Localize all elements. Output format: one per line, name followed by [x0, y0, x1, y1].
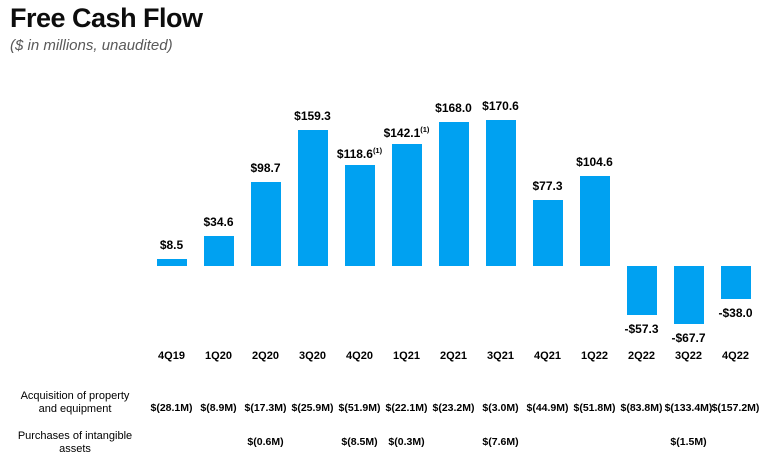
table-cell-4Q20: $(51.9M) [338, 402, 381, 414]
table-cell-1Q21: $(22.1M) [385, 402, 428, 414]
table-cell-1Q20: $(8.9M) [200, 402, 237, 414]
bar-1Q21 [391, 144, 422, 266]
bar-4Q22 [720, 266, 751, 299]
x-axis-label-4Q19: 4Q19 [158, 350, 185, 362]
bar-2Q20 [250, 182, 281, 266]
table-cell-1Q21: $(0.3M) [388, 436, 425, 448]
x-axis-label-1Q21: 1Q21 [393, 350, 420, 362]
bar-3Q20 [297, 130, 328, 266]
bar-1Q20 [203, 236, 234, 266]
table-cell-4Q22: $(157.2M) [711, 402, 760, 414]
bar-value-label: $142.1(1) [383, 125, 430, 140]
x-axis-label-4Q22: 4Q22 [722, 350, 749, 362]
x-axis-label-1Q20: 1Q20 [205, 350, 232, 362]
bar-value-label: -$57.3 [624, 322, 659, 336]
table-cell-3Q22: $(133.4M) [664, 402, 713, 414]
table-cell-2Q22: $(83.8M) [620, 402, 663, 414]
table-cell-3Q22: $(1.5M) [670, 436, 707, 448]
x-axis-label-1Q22: 1Q22 [581, 350, 608, 362]
page-subtitle: ($ in millions, unaudited) [10, 37, 173, 54]
table-cell-4Q21: $(44.9M) [526, 402, 569, 414]
page-title: Free Cash Flow [10, 3, 203, 33]
table-cell-2Q21: $(23.2M) [432, 402, 475, 414]
x-axis-label-4Q21: 4Q21 [534, 350, 561, 362]
bar-value-label: -$38.0 [718, 306, 753, 320]
bar-value-label: $98.7 [250, 161, 281, 175]
x-axis-label-2Q20: 2Q20 [252, 350, 279, 362]
bar-value-label: $170.6 [482, 99, 519, 113]
table-cell-4Q20: $(8.5M) [341, 436, 378, 448]
bar-1Q22 [579, 176, 610, 266]
bar-value-label: -$67.7 [671, 331, 706, 345]
bar-value-label: $8.5 [159, 238, 184, 252]
bar-3Q22 [673, 266, 704, 324]
table-cell-1Q22: $(51.8M) [573, 402, 616, 414]
footnote-marker: (1) [420, 125, 430, 134]
bar-4Q20 [344, 165, 375, 266]
bar-4Q19 [156, 259, 187, 266]
table-row-label: Acquisition of property and equipment [20, 390, 130, 415]
bar-value-label: $34.6 [203, 215, 234, 229]
table-row-label: Purchases of intangible assets [17, 430, 133, 455]
x-axis-label-3Q22: 3Q22 [675, 350, 702, 362]
x-axis-label-2Q21: 2Q21 [440, 350, 467, 362]
bar-value-label: $118.6(1) [336, 146, 383, 161]
x-axis-label-4Q20: 4Q20 [346, 350, 373, 362]
table-cell-3Q20: $(25.9M) [291, 402, 334, 414]
table-cell-3Q21: $(7.6M) [482, 436, 519, 448]
bar-value-label: $104.6 [576, 155, 613, 169]
table-cell-4Q19: $(28.1M) [150, 402, 193, 414]
x-axis-label-3Q20: 3Q20 [299, 350, 326, 362]
bar-chart: $8.5 $34.6 $98.7 $159.3 $118.6(1) $142.1(1) $1… [0, 85, 776, 345]
table-cell-3Q21: $(3.0M) [482, 402, 519, 414]
footnote-marker: (1) [372, 146, 383, 155]
bar-value-label: $159.3 [294, 109, 331, 123]
bar-4Q21 [532, 200, 563, 266]
bar-2Q21 [438, 122, 469, 266]
bar-2Q22 [626, 266, 657, 315]
bar-value-label: $168.0 [435, 101, 472, 115]
x-axis-label-3Q21: 3Q21 [487, 350, 514, 362]
bar-value-label: $77.3 [532, 179, 563, 193]
table-cell-2Q20: $(17.3M) [244, 402, 287, 414]
bar-3Q21 [485, 120, 516, 266]
table-cell-2Q20: $(0.6M) [247, 436, 284, 448]
x-axis-label-2Q22: 2Q22 [628, 350, 655, 362]
